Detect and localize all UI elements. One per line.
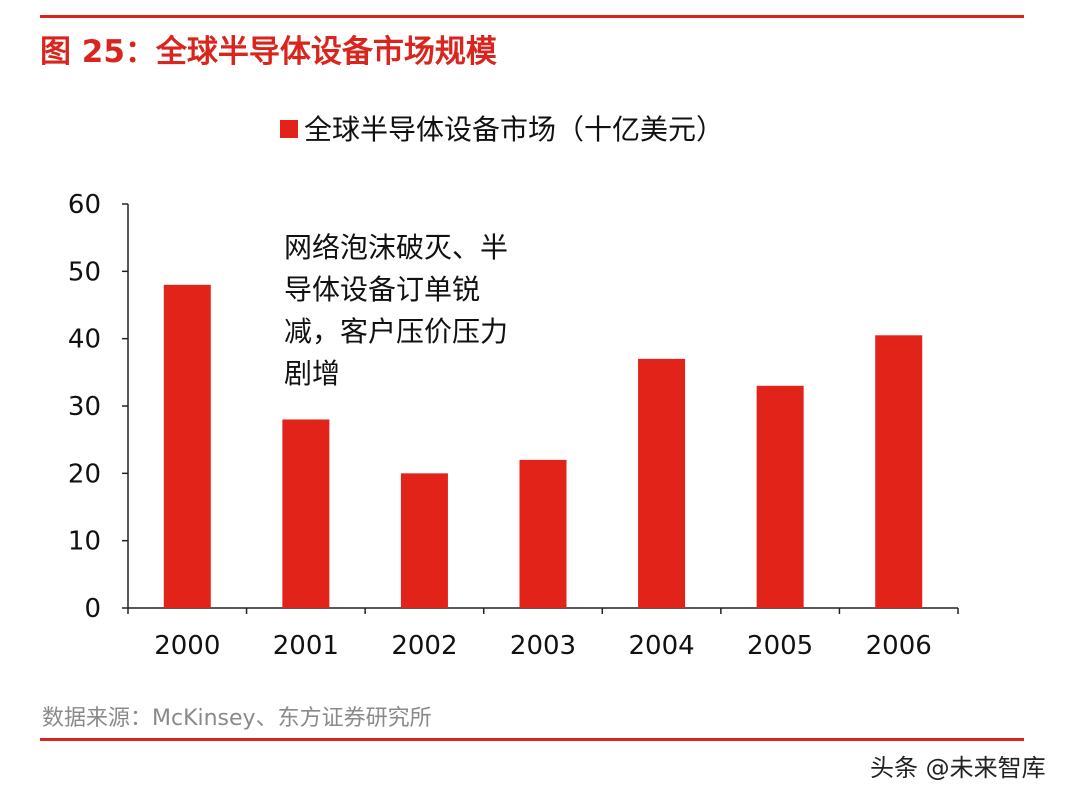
x-tick-label: 2003 [510,631,576,661]
y-tick-label: 20 [68,459,101,489]
y-tick-label: 40 [68,325,101,355]
x-tick-label: 2004 [628,631,694,661]
source-note: 数据来源：McKinsey、东方证券研究所 [42,706,432,731]
figure-title: 图 25：全球半导体设备市场规模 [40,34,497,70]
bar-2004 [638,358,686,608]
bar-2001 [282,419,330,608]
annotation-line: 剧增 [284,357,340,390]
x-tick-label: 2001 [273,631,339,661]
x-tick-label: 2006 [866,631,932,661]
y-tick-label: 60 [68,190,101,220]
x-tick-label: 2005 [747,631,813,661]
annotation-line: 网络泡沫破灭、半 [284,231,508,264]
annotation-line: 导体设备订单锐 [284,273,480,306]
x-tick-label: 2000 [154,631,220,661]
annotation-line: 减，客户压价压力 [284,315,508,348]
y-tick-label: 30 [68,392,101,422]
bar-2000 [163,284,211,608]
legend-label: 全球半导体设备市场（十亿美元） [304,113,724,146]
bar-2006 [875,335,923,608]
watermark: 头条 @未来智库 [870,754,1046,782]
bar-2002 [400,473,448,608]
bottom-rule [40,738,1024,741]
x-tick-label: 2002 [391,631,457,661]
y-tick-label: 10 [68,527,101,557]
legend-swatch [280,120,298,138]
y-tick-label: 0 [84,594,101,624]
bar-2005 [756,385,804,608]
top-rule [40,15,1024,18]
y-tick-label: 50 [68,257,101,287]
bar-2003 [519,459,567,608]
